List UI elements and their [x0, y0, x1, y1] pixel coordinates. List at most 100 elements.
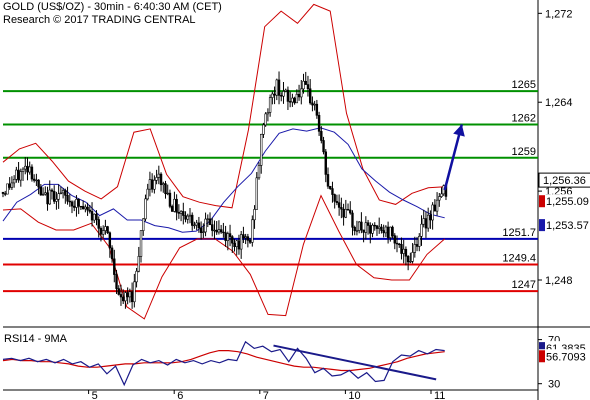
candle-body [438, 196, 441, 201]
candle-body [297, 93, 301, 98]
candle-body [382, 230, 385, 234]
price-tick-label: 1,264 [545, 97, 573, 109]
candle-body [377, 226, 381, 229]
candle-body [170, 206, 174, 212]
candle-body [420, 223, 423, 237]
candle-body [144, 198, 147, 220]
candle-body [90, 211, 94, 221]
candle-body [409, 260, 412, 263]
candle-body [61, 190, 65, 194]
candle-body [37, 179, 40, 188]
candle-body [288, 101, 292, 103]
candle-body [295, 93, 299, 104]
candle-body [75, 198, 78, 208]
candle-body [130, 291, 134, 303]
candle-body [182, 211, 185, 216]
forecast-arrow-head [453, 124, 465, 137]
price-tick-label: 1,248 [545, 275, 573, 287]
candle-body [119, 294, 123, 298]
candle-body [166, 192, 169, 195]
candle-body [137, 256, 140, 272]
moving-average-line [2, 127, 445, 233]
candle-body [48, 189, 51, 205]
candle-body [211, 224, 214, 231]
candle-body [342, 208, 345, 218]
candle-body [124, 292, 127, 302]
rsi-right-label-swatch [539, 342, 545, 355]
candle-body [231, 236, 234, 244]
bollinger-upper-line [2, 3, 445, 209]
candle-body [222, 231, 225, 234]
chart-copyright: Research © 2017 TRADING CENTRAL [3, 14, 196, 26]
candle-body [413, 244, 417, 253]
right-label-box [538, 172, 590, 188]
candle-body [228, 233, 232, 237]
candle-body [404, 248, 408, 257]
candle-body [277, 79, 281, 96]
candle-body [251, 219, 254, 243]
candle-body [275, 79, 279, 96]
candle-body [260, 134, 263, 166]
candle-body [333, 194, 336, 202]
candle-body [146, 188, 149, 200]
candle-body [426, 214, 430, 229]
candle-body [233, 242, 236, 247]
candle-body [50, 189, 54, 192]
candle-body [217, 229, 221, 233]
candle-body [300, 88, 303, 98]
candle-body [52, 191, 56, 202]
right-label-current: 1,256.36 [538, 172, 590, 188]
right-label-swatch [539, 219, 545, 232]
candle-body [95, 213, 98, 220]
candle-body [44, 192, 47, 195]
candle-body [195, 222, 198, 226]
candle-body [106, 226, 109, 234]
candle-body [79, 205, 83, 208]
candle-body [173, 198, 176, 212]
bollinger-lower-line [2, 194, 446, 320]
candle-body [262, 124, 265, 135]
candle-body [108, 232, 112, 249]
candle-body [122, 296, 125, 302]
candle-body [184, 215, 187, 220]
candle-body [55, 198, 58, 202]
candle-body [398, 243, 401, 246]
rsi-trendline [273, 344, 437, 381]
candle-body [235, 240, 238, 247]
candle-body [357, 221, 361, 231]
candle-body [340, 207, 343, 210]
candle-body [344, 208, 348, 218]
level-label-1251-7: 1251.7 [502, 227, 536, 239]
candle-body [197, 222, 201, 229]
candle-body [317, 115, 321, 132]
candle-body [24, 165, 27, 170]
level-label-1262: 1262 [512, 112, 536, 124]
candle-body [337, 202, 341, 208]
candle-body [97, 219, 100, 229]
candle-body [271, 93, 274, 98]
candle-body [266, 112, 270, 115]
candle-body [311, 102, 314, 106]
candle-body [68, 200, 71, 203]
candle-body [142, 218, 145, 231]
candle-body [46, 192, 49, 205]
candle-body [326, 174, 330, 187]
candle-body [177, 212, 181, 214]
candle-body [39, 186, 43, 196]
candle-body [422, 218, 425, 225]
candle-body [28, 166, 31, 173]
candle-body [346, 208, 350, 211]
candle-body [402, 248, 405, 254]
candle-body [320, 131, 323, 141]
candle-body [349, 209, 352, 214]
candle-body [431, 204, 434, 221]
rsi-right-label-ma: 56.7093 [539, 349, 590, 364]
time-tick-label: 7 [263, 390, 269, 400]
candle-body [440, 193, 443, 197]
candle-body [199, 227, 203, 233]
candle-body [64, 190, 67, 196]
candle-body [375, 225, 379, 229]
candle-body [308, 88, 312, 104]
candle-body [293, 97, 296, 104]
candle-body [313, 103, 316, 106]
